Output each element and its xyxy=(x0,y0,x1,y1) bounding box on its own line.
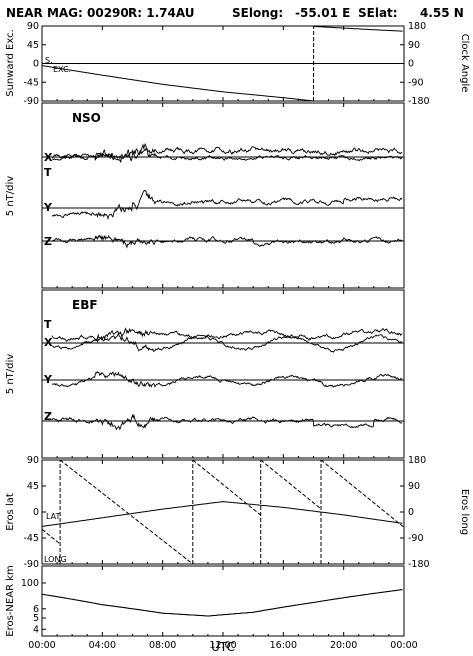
series-distance xyxy=(41,589,403,617)
eros-dist-panel: 100 654 xyxy=(21,578,403,635)
x-tick-label: 00:00 xyxy=(390,640,417,651)
title-selat-value: 4.55 N xyxy=(420,6,464,20)
y-tick-label-right: -180 xyxy=(408,559,430,570)
series-long-segment xyxy=(192,459,262,516)
panel-frame-ebf xyxy=(41,289,405,459)
ylabel-eros-dist: Eros-NEAR km xyxy=(5,565,16,636)
y-tick-label-left: 100 xyxy=(21,578,39,589)
sunward-panel: 90 45 0 -45 -90 180 90 0 -90 -180 xyxy=(23,21,429,107)
title-mission: NEAR MAG: 00290 xyxy=(6,6,129,20)
series-long-segment xyxy=(41,528,61,545)
y-tick-label-left: 45 xyxy=(27,40,39,51)
x-tick-label: 16:00 xyxy=(270,640,297,651)
annot-s: S. xyxy=(45,56,53,65)
y-tick-label-left: -45 xyxy=(23,77,39,88)
y-tick-label-left: 0 xyxy=(33,507,39,518)
title: NEAR MAG: 00290 R: 1.74AU SElong: -55.01… xyxy=(6,6,464,20)
y-tick-label-right: -180 xyxy=(408,96,430,107)
trace-z xyxy=(51,234,403,249)
ylabel-sunward: Sunward Exc. xyxy=(5,29,16,97)
y-tick-label-right: -90 xyxy=(408,77,424,88)
component-label-t: T xyxy=(44,318,52,331)
panel-frame-eros-dist xyxy=(41,565,405,637)
y-tick-label-right: 0 xyxy=(408,507,414,518)
panel-frame-eros-latlong xyxy=(41,459,405,565)
x-tick-label: 12:00 xyxy=(209,640,236,651)
component-label-t: T xyxy=(44,166,52,179)
ylabel-ebf: 5 nT/div xyxy=(5,354,16,394)
eros-latlong-panel: 90 45 0 -45 -90 180 90 0 -90 -180 xyxy=(23,455,429,570)
y-tick-label-left: -90 xyxy=(23,96,39,107)
annot-lat: LAT xyxy=(46,512,60,521)
series-0 xyxy=(41,65,314,102)
y-tick-label-left: 5 xyxy=(33,613,39,624)
x-axis: 00:00 04:00 08:00 12:00 16:00 20:00 00:00 xyxy=(28,26,418,651)
component-label-z: Z xyxy=(44,235,52,248)
series-long-segment xyxy=(59,459,194,565)
trace-z xyxy=(51,413,403,431)
trace-y xyxy=(51,371,403,388)
trace-y xyxy=(51,189,403,221)
title-selong-value: -55.01 E xyxy=(295,6,350,20)
x-tick-label: 04:00 xyxy=(89,640,116,651)
x-tick-label: 08:00 xyxy=(149,640,176,651)
ebf-panel: TX Y Z xyxy=(42,318,404,431)
y-tick-label-right: 0 xyxy=(408,59,414,70)
ylabel-clock: Clock Angle xyxy=(459,34,470,93)
panel-frame-nso xyxy=(41,102,405,289)
component-label-x: X xyxy=(44,336,53,349)
title-selat-label: SElat: xyxy=(358,6,398,20)
trace-x xyxy=(51,147,403,162)
y-tick-label-left: -45 xyxy=(23,533,39,544)
series-2 xyxy=(313,25,403,32)
component-label-y: Y xyxy=(43,201,53,214)
y-tick-label-left: -90 xyxy=(23,559,39,570)
y-tick-label-right: 180 xyxy=(408,21,426,32)
ylabel-nso: 5 nT/div xyxy=(5,176,16,216)
x-tick-label: 00:00 xyxy=(28,640,55,651)
annot-exc: EXC. xyxy=(53,65,71,74)
component-label-z: Z xyxy=(44,410,52,423)
trace-x xyxy=(51,331,403,353)
y-tick-label-left: 90 xyxy=(27,455,39,466)
annot-long: LONG xyxy=(44,555,67,564)
y-tick-label-left: 45 xyxy=(27,481,39,492)
y-tick-label-left: 6 xyxy=(33,604,39,615)
title-selong-label: SElong: xyxy=(232,6,283,20)
series-lat xyxy=(41,501,403,527)
y-tick-label-right: 90 xyxy=(408,40,420,51)
trace-t xyxy=(51,142,403,163)
ylabel-eros-lat: Eros lat xyxy=(5,493,16,531)
y-tick-label-right: 180 xyxy=(408,455,426,466)
component-label-y: Y xyxy=(43,373,53,386)
label-nso: NSO xyxy=(72,111,101,125)
label-ebf: EBF xyxy=(72,298,98,312)
y-tick-label-right: 90 xyxy=(408,481,420,492)
trace-t xyxy=(51,327,403,343)
y-tick-label-left: 90 xyxy=(27,21,39,32)
nso-panel: TX Y Z xyxy=(42,142,404,249)
component-label-x: X xyxy=(44,151,53,164)
x-tick-label: 20:00 xyxy=(330,640,357,651)
xlabel-utc: UTC xyxy=(211,640,235,654)
y-tick-label-right: -90 xyxy=(408,533,424,544)
title-radius: R: 1.74AU xyxy=(128,6,195,20)
y-tick-label-left: 0 xyxy=(33,59,39,70)
ylabel-eros-long: Eros long xyxy=(459,489,470,535)
series-long-segment xyxy=(260,459,322,510)
y-tick-label-left: 4 xyxy=(33,624,39,635)
